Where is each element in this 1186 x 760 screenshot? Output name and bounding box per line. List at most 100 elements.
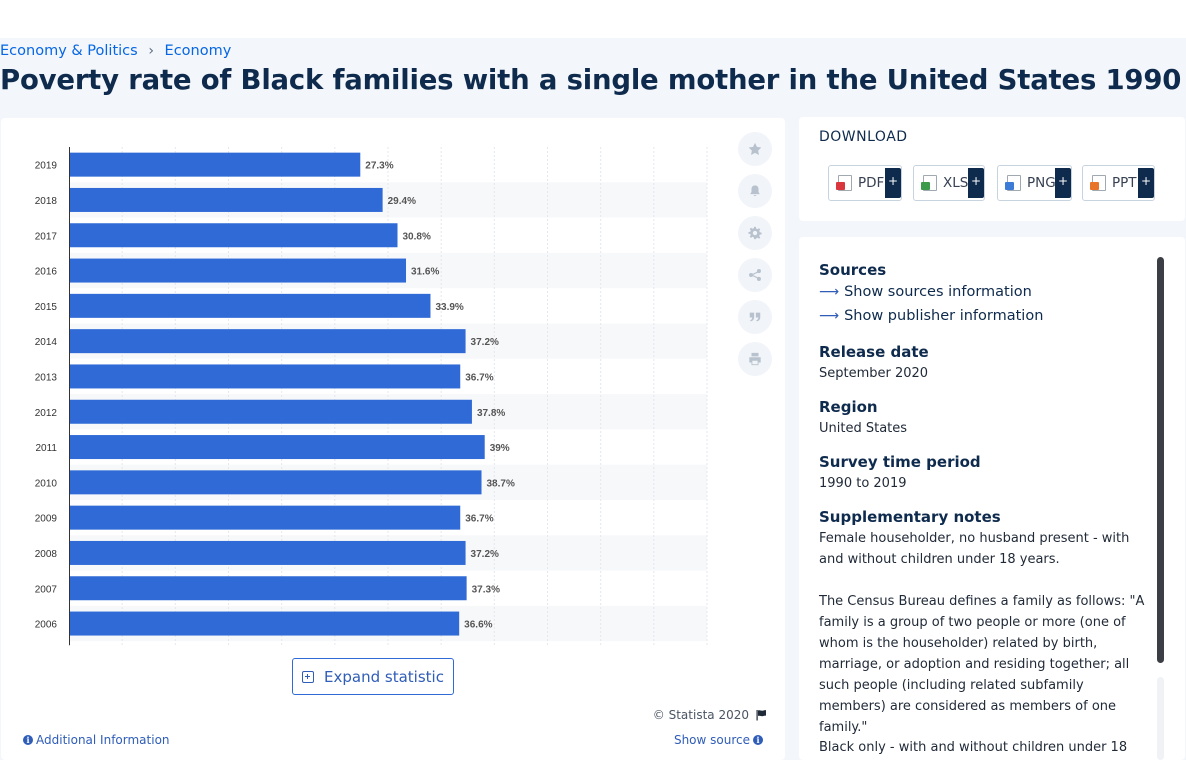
supplementary-notes-heading: Supplementary notes: [819, 508, 1001, 526]
tick-label: 2014: [35, 337, 58, 348]
chart-card: 2019 27.3% 2018 29.4% 2017 30.8% 2016 31.6% 2015…: [1, 118, 785, 760]
scrollbar-track[interactable]: [1157, 677, 1164, 760]
expand-statistic-label: Expand statistic: [324, 667, 444, 686]
tick-label: 2019: [35, 161, 58, 172]
bar: [70, 540, 466, 565]
data-label: 30.8%: [403, 231, 431, 242]
scrollbar-thumb[interactable]: [1157, 257, 1164, 663]
expand-icon: [302, 670, 315, 683]
data-label: 29.4%: [388, 196, 416, 207]
data-label: 37.2%: [471, 337, 499, 348]
breadcrumb-item-economy-politics[interactable]: Economy & Politics: [0, 43, 138, 59]
tick-label: 2018: [35, 196, 58, 207]
release-date-heading: Release date: [819, 343, 929, 361]
tick-label: 2015: [35, 302, 58, 313]
data-label: 33.9%: [435, 302, 463, 313]
quote-icon[interactable]: [738, 300, 772, 334]
download-xls-button[interactable]: XLS +: [913, 165, 985, 201]
data-label: 37.2%: [471, 549, 499, 560]
release-date-value: September 2020: [819, 366, 929, 381]
bar: [70, 187, 383, 212]
info-icon: i: [753, 735, 763, 745]
tick-label: 2010: [35, 478, 58, 489]
favorite-icon[interactable]: [738, 132, 772, 166]
print-icon[interactable]: [738, 342, 772, 376]
bar: [70, 364, 461, 389]
flag-icon[interactable]: [755, 709, 767, 721]
tick-label: 2008: [35, 549, 58, 560]
plus-icon: +: [1138, 168, 1154, 198]
show-sources-link[interactable]: ⟶ Show sources information: [819, 284, 1032, 300]
bar: [70, 329, 466, 354]
bar: [70, 399, 472, 424]
bell-icon[interactable]: [738, 174, 772, 208]
breadcrumb: Economy & Politics › Economy: [0, 43, 231, 59]
bar: [70, 505, 461, 530]
data-label: 37.8%: [477, 408, 505, 419]
data-label: 38.7%: [487, 478, 515, 489]
chart-toolbar: [738, 132, 772, 384]
supplementary-note-2: The Census Bureau defines a family as fo…: [819, 594, 1145, 735]
region-heading: Region: [819, 398, 878, 416]
download-ppt-label: PPT: [1112, 175, 1137, 191]
chart-fade-overlay: [21, 714, 721, 758]
tick-label: 2011: [35, 443, 57, 454]
survey-period-value: 1990 to 2019: [819, 476, 907, 491]
supplementary-note-1: Female householder, no husband present -…: [819, 531, 1130, 567]
show-sources-label: Show sources information: [844, 284, 1032, 300]
bar-chart: 2019 27.3% 2018 29.4% 2017 30.8% 2016 31.6% 2015…: [35, 147, 708, 646]
data-label: 36.6%: [464, 620, 492, 631]
plus-icon: +: [968, 168, 984, 198]
show-source-link[interactable]: Show source i: [674, 733, 766, 747]
tick-label: 2013: [35, 372, 58, 383]
data-label: 31.6%: [411, 267, 439, 278]
tick-label: 2006: [35, 620, 58, 631]
download-pdf-label: PDF: [858, 175, 885, 191]
data-label: 36.7%: [465, 372, 493, 383]
bar: [70, 576, 467, 601]
statistic-info-panel: Sources ⟶ Show sources information ⟶ Sho…: [799, 237, 1185, 760]
expand-statistic-button[interactable]: Expand statistic: [292, 658, 454, 695]
plus-icon: +: [1055, 168, 1071, 198]
download-pdf-button[interactable]: PDF +: [828, 165, 902, 201]
download-card: DOWNLOAD PDF + XLS + PNG + PPT +: [799, 117, 1185, 221]
show-publisher-label: Show publisher information: [844, 308, 1044, 324]
xls-file-icon: [921, 175, 937, 191]
download-png-button[interactable]: PNG +: [997, 165, 1072, 201]
page-title: Poverty rate of Black families with a si…: [0, 64, 1186, 96]
bar: [70, 611, 460, 636]
data-label: 36.7%: [465, 514, 493, 525]
png-file-icon: [1005, 175, 1021, 191]
additional-information-link[interactable]: i Additional Information: [20, 733, 170, 747]
tick-label: 2012: [35, 408, 58, 419]
data-label: 39%: [490, 443, 510, 454]
gear-icon[interactable]: [738, 216, 772, 250]
breadcrumb-separator: ›: [148, 43, 154, 59]
arrow-right-icon: ⟶: [819, 284, 840, 300]
share-icon[interactable]: [738, 258, 772, 292]
bar: [70, 258, 407, 283]
arrow-right-icon: ⟶: [819, 308, 840, 324]
top-header-strip: [0, 0, 1186, 38]
info-icon: i: [23, 735, 33, 745]
region-value: United States: [819, 421, 908, 436]
tick-label: 2009: [35, 514, 58, 525]
show-source-label: Show source: [673, 733, 750, 747]
supplementary-note-3: Black only - with and without children u…: [819, 740, 1128, 755]
tick-label: 2017: [35, 231, 58, 242]
plus-icon: +: [885, 168, 901, 198]
copyright-text: © Statista 2020: [652, 708, 749, 722]
show-publisher-link[interactable]: ⟶ Show publisher information: [819, 308, 1043, 324]
survey-period-heading: Survey time period: [819, 453, 981, 471]
bar: [70, 435, 485, 460]
data-label: 27.3%: [365, 161, 393, 172]
data-label: 37.3%: [472, 584, 500, 595]
tick-label: 2016: [35, 267, 58, 278]
bar: [70, 470, 482, 495]
download-ppt-button[interactable]: PPT +: [1082, 165, 1155, 201]
tick-label: 2007: [35, 584, 58, 595]
bar: [70, 152, 361, 177]
pdf-file-icon: [836, 175, 852, 191]
bar: [70, 223, 398, 248]
breadcrumb-item-economy[interactable]: Economy: [164, 43, 232, 59]
